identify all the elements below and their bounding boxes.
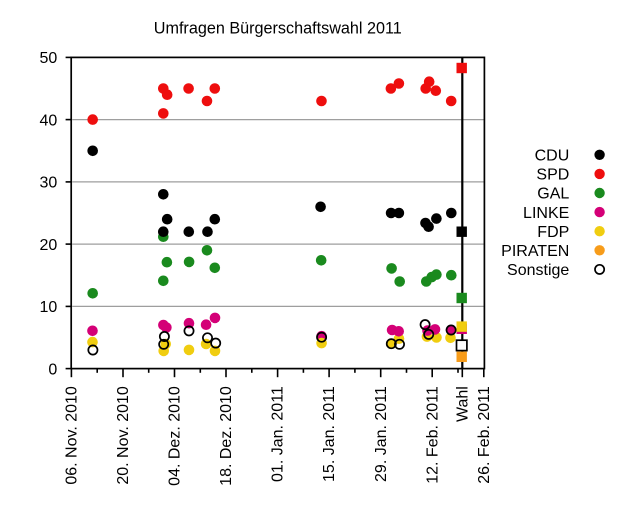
svg-text:15. Jan. 2011: 15. Jan. 2011 bbox=[321, 386, 338, 482]
svg-text:10: 10 bbox=[40, 299, 58, 316]
svg-text:18. Dez. 2010: 18. Dez. 2010 bbox=[218, 386, 235, 486]
svg-text:20. Nov. 2010: 20. Nov. 2010 bbox=[115, 386, 132, 485]
svg-text:04. Dez. 2010: 04. Dez. 2010 bbox=[167, 386, 184, 486]
svg-text:0: 0 bbox=[48, 361, 57, 378]
svg-text:06. Nov. 2010: 06. Nov. 2010 bbox=[64, 386, 81, 485]
svg-text:Sonstige: Sonstige bbox=[507, 262, 569, 279]
svg-text:40: 40 bbox=[40, 112, 58, 129]
svg-text:12. Feb. 2011: 12. Feb. 2011 bbox=[424, 386, 441, 484]
svg-text:50: 50 bbox=[40, 50, 58, 67]
svg-text:Wahl: Wahl bbox=[455, 386, 472, 422]
svg-text:29. Jan. 2011: 29. Jan. 2011 bbox=[373, 386, 390, 482]
svg-text:GAL: GAL bbox=[537, 186, 569, 203]
svg-text:CDU: CDU bbox=[535, 148, 570, 165]
svg-text:PIRATEN: PIRATEN bbox=[501, 243, 569, 260]
svg-text:LINKE: LINKE bbox=[523, 205, 569, 222]
svg-text:20: 20 bbox=[40, 237, 58, 254]
svg-text:Umfragen Bürgerschaftswahl 201: Umfragen Bürgerschaftswahl 2011 bbox=[154, 19, 402, 37]
svg-text:26. Feb. 2011: 26. Feb. 2011 bbox=[476, 386, 493, 484]
svg-text:30: 30 bbox=[40, 175, 58, 192]
svg-text:FDP: FDP bbox=[537, 224, 569, 241]
svg-text:SPD: SPD bbox=[536, 167, 569, 184]
svg-text:01. Jan. 2011: 01. Jan. 2011 bbox=[270, 386, 287, 482]
